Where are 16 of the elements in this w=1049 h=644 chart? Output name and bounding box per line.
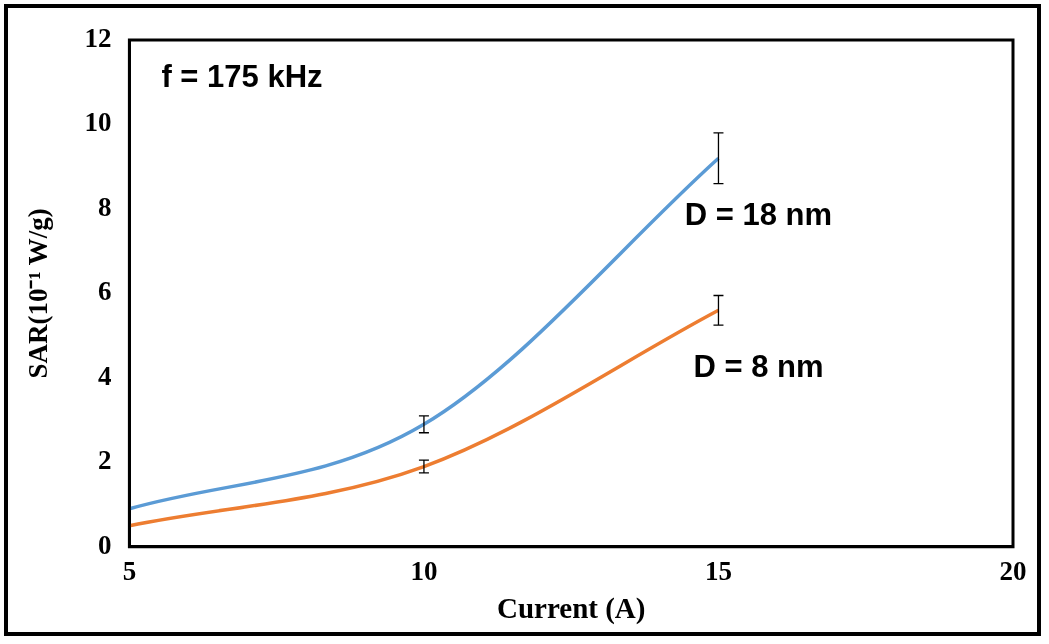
y-tick-label: 0 — [97, 529, 112, 560]
y-tick-label: 8 — [97, 191, 112, 222]
x-tick-label: 15 — [704, 555, 732, 586]
y-tick-label: 10 — [84, 107, 112, 138]
y-tick-label: 2 — [97, 445, 112, 476]
x-tick-label: 20 — [999, 555, 1027, 586]
y-axis-title: SAR(10⁻¹ W/g) — [23, 208, 54, 379]
y-tick-label: 6 — [97, 276, 112, 307]
series-label: D = 8 nm — [693, 348, 824, 384]
x-tick-label: 10 — [410, 555, 438, 586]
y-tick-label: 12 — [84, 22, 112, 53]
y-tick-label: 4 — [97, 360, 112, 391]
x-axis-title: Current (A) — [496, 592, 646, 626]
x-tick-label: 5 — [122, 555, 137, 586]
series-label: D = 18 nm — [684, 196, 833, 232]
annotation: f = 175 kHz — [161, 58, 323, 94]
